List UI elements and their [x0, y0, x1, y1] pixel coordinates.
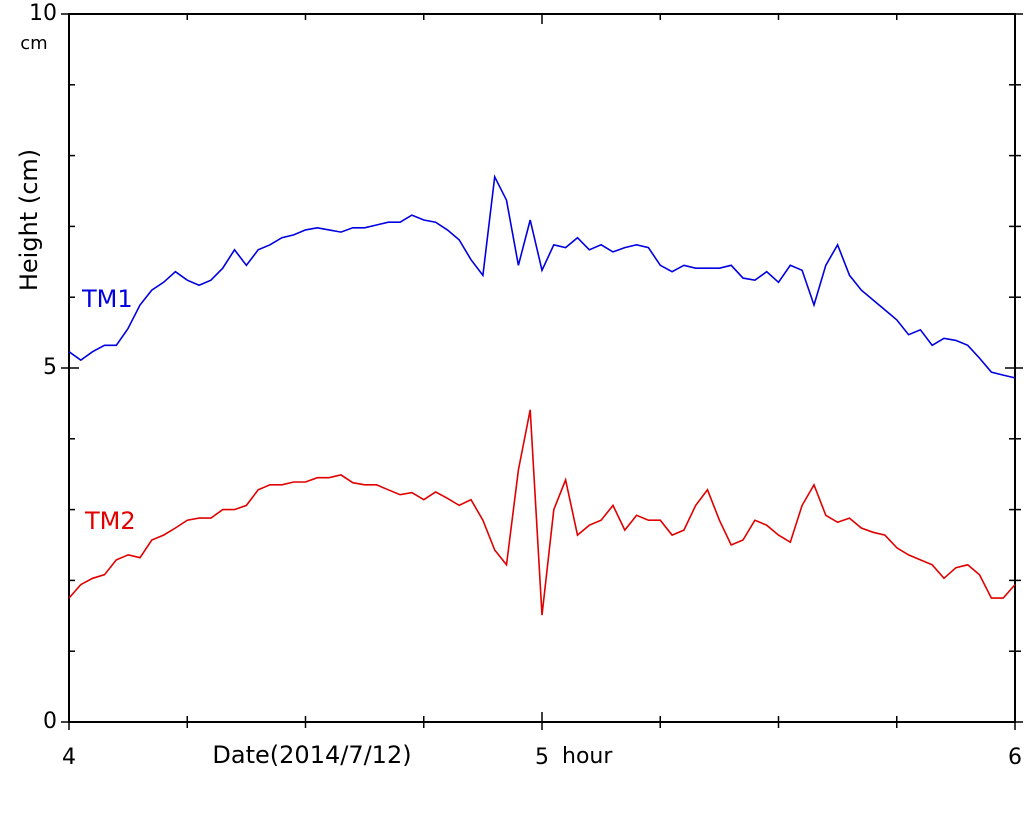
x-tick-label: 4	[62, 745, 76, 770]
y-axis-label: Height (cm)	[15, 149, 43, 291]
y-tick-label: 10	[29, 1, 57, 26]
x-axis-label: Date(2014/7/12)	[212, 741, 411, 769]
x-unit: hour	[562, 744, 613, 769]
series-line	[68, 409, 1016, 616]
y-unit: cm	[20, 33, 47, 54]
y-tick-label: 5	[43, 355, 57, 380]
plot-frame	[68, 13, 1016, 723]
x-tick-label: 6	[1008, 745, 1022, 770]
x-tick-label: 5	[535, 745, 549, 770]
series-label: TM1	[81, 285, 133, 313]
series-line	[68, 174, 1016, 379]
series-label: TM2	[84, 507, 136, 535]
y-tick-label: 0	[43, 709, 57, 734]
